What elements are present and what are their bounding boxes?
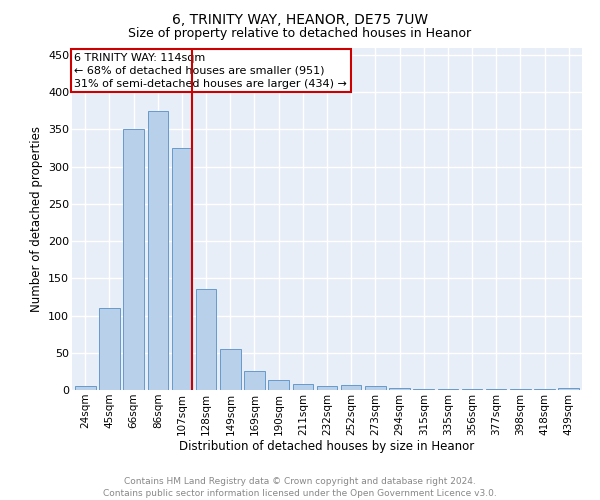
Bar (99, 308, 120, 390)
Bar (172, 148, 192, 390)
Bar (196, 290, 217, 390)
Bar (559, 388, 579, 390)
Bar (75, 386, 95, 390)
Y-axis label: Number of detached properties: Number of detached properties (29, 126, 43, 312)
Text: Size of property relative to detached houses in Heanor: Size of property relative to detached ho… (128, 28, 472, 40)
Bar (341, 385, 361, 390)
Bar (244, 372, 265, 390)
Bar (365, 386, 386, 390)
Bar (389, 388, 410, 390)
Text: Contains HM Land Registry data © Crown copyright and database right 2024.
Contai: Contains HM Land Registry data © Crown c… (103, 476, 497, 498)
Bar (317, 386, 337, 390)
Bar (124, 130, 144, 390)
Text: 6, TRINITY WAY, HEANOR, DE75 7UW: 6, TRINITY WAY, HEANOR, DE75 7UW (172, 12, 428, 26)
Bar (268, 380, 289, 390)
Text: 6 TRINITY WAY: 114sqm
← 68% of detached houses are smaller (951)
31% of semi-det: 6 TRINITY WAY: 114sqm ← 68% of detached … (74, 52, 347, 89)
Bar (220, 349, 241, 390)
Bar (413, 388, 434, 390)
Bar (148, 111, 168, 390)
X-axis label: Distribution of detached houses by size in Heanor: Distribution of detached houses by size … (179, 440, 475, 454)
Bar (293, 384, 313, 390)
